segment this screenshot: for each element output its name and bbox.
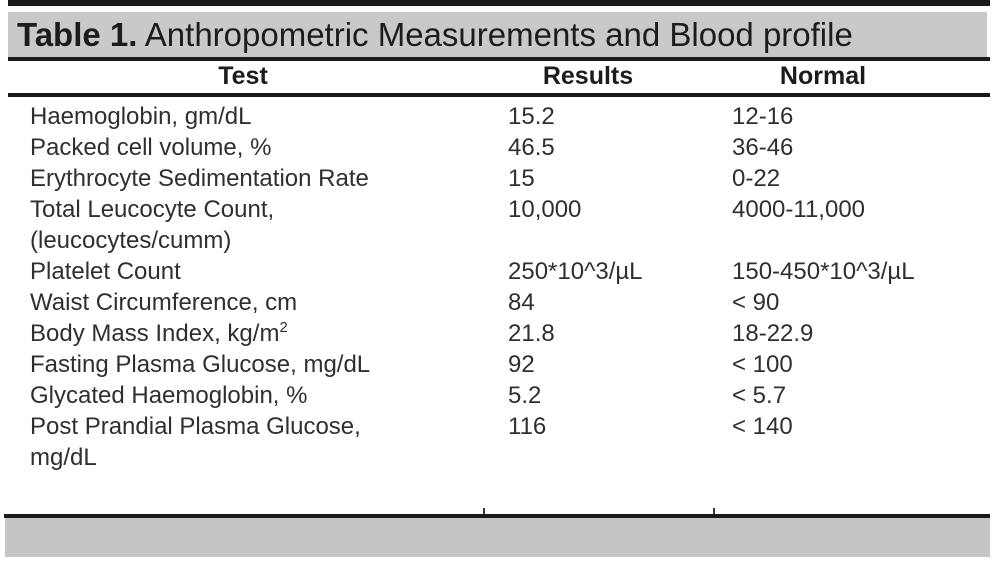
result-cell: 46.5	[508, 134, 555, 161]
table-header-row: Test Results Normal	[8, 60, 990, 93]
table-top-rule	[8, 0, 990, 6]
test-cell: Platelet Count	[30, 258, 181, 285]
normal-range-cell: 18-22.9	[732, 320, 814, 347]
normal-range-cell: < 100	[732, 351, 793, 378]
table-footer-bar	[5, 518, 990, 557]
table-row: Total Leucocyte Count, (leucocytes/cumm) 1…	[8, 194, 990, 256]
test-cell: Waist Circumference, cm	[30, 289, 298, 316]
result-cell: 10,000	[508, 196, 582, 223]
table-title-bar: Table 1. Anthropometric Measurements and…	[8, 12, 987, 57]
table-bottom-rule	[4, 514, 990, 518]
result-cell: 116	[508, 413, 547, 440]
result-cell: 84	[508, 289, 535, 316]
test-cell: Packed cell volume, %	[30, 134, 272, 161]
result-cell: 5.2	[508, 382, 542, 409]
table-row: Fasting Plasma Glucose, mg/dL 92 < 100	[8, 349, 990, 380]
column-header-results: Results	[542, 62, 634, 90]
table-body: Haemoglobin, gm/dL 15.2 12-16 Packed cell v…	[8, 101, 990, 473]
result-cell: 250*10^3/µL	[508, 258, 643, 285]
column-tick-results	[483, 508, 485, 514]
normal-range-cell: 36-46	[732, 134, 794, 161]
test-cell: Post Prandial Plasma Glucose, mg/dL	[30, 413, 361, 471]
column-tick-normal	[713, 508, 715, 514]
normal-range-cell: < 140	[732, 413, 793, 440]
table-row: Erythrocyte Sedimentation Rate 15 0-22	[8, 163, 990, 194]
normal-range-cell: 4000-11,000	[732, 196, 866, 223]
table-title-label: Table 1.	[17, 15, 138, 53]
normal-range-cell: < 90	[732, 289, 780, 316]
column-header-test: Test	[218, 62, 268, 90]
test-cell: Total Leucocyte Count, (leucocytes/cumm)	[30, 196, 275, 254]
normal-range-cell: 150-450*10^3/µL	[732, 258, 915, 285]
table-row: Glycated Haemoglobin, % 5.2 < 5.7	[8, 380, 990, 411]
column-header-normal: Normal	[779, 62, 867, 90]
test-cell: Haemoglobin, gm/dL	[30, 103, 252, 130]
table-row: Platelet Count 250*10^3/µL 150-450*10^3/µL	[8, 256, 990, 287]
table-row: Waist Circumference, cm 84 < 90	[8, 287, 990, 318]
result-cell: 92	[508, 351, 535, 378]
table-row: Packed cell volume, % 46.5 36-46	[8, 132, 990, 163]
test-cell: Body Mass Index, kg/m2	[30, 320, 288, 347]
normal-range-cell: 12-16	[732, 103, 794, 130]
header-underline-rule	[8, 93, 990, 97]
test-cell: Glycated Haemoglobin, %	[30, 382, 308, 409]
test-cell: Erythrocyte Sedimentation Rate	[30, 165, 369, 192]
superscript: 2	[279, 320, 288, 336]
result-cell: 15	[508, 165, 535, 192]
table-title-text: Anthropometric Measurements and Blood pr…	[137, 15, 853, 53]
normal-range-cell: < 5.7	[732, 382, 787, 409]
normal-range-cell: 0-22	[732, 165, 781, 192]
table-row: Post Prandial Plasma Glucose, mg/dL 116 < 1…	[8, 411, 990, 473]
table-row: Haemoglobin, gm/dL 15.2 12-16	[8, 101, 990, 132]
title-underline-rule	[8, 57, 990, 61]
result-cell: 15.2	[508, 103, 555, 130]
test-cell: Fasting Plasma Glucose, mg/dL	[30, 351, 371, 378]
table-row: Body Mass Index, kg/m2 21.8 18-22.9	[8, 318, 990, 349]
result-cell: 21.8	[508, 320, 555, 347]
